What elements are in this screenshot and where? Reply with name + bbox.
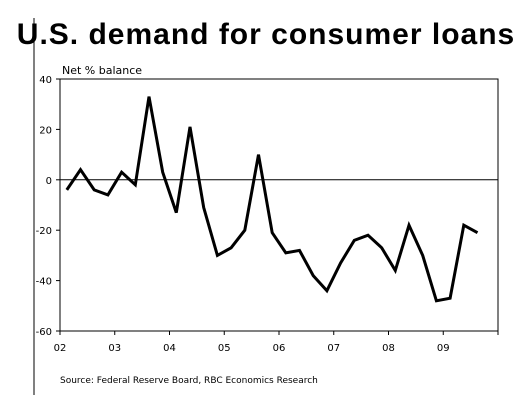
- y-tick-label: -60: [36, 327, 52, 338]
- series-line: [65, 96, 479, 303]
- y-axis-label: Net % balance: [62, 64, 143, 77]
- x-tick-label: 08: [382, 343, 395, 354]
- chart-title: U.S. demand for consumer loans: [16, 18, 516, 51]
- x-tick-label: 05: [218, 343, 231, 354]
- x-tick-label: 04: [163, 343, 176, 354]
- y-tick-label: -20: [36, 226, 52, 237]
- x-tick-label: 09: [437, 343, 450, 354]
- y-tick-label: 40: [39, 75, 52, 86]
- x-tick-label: 02: [54, 343, 67, 354]
- x-tick-label: 07: [327, 343, 340, 354]
- source-note: Source: Federal Reserve Board, RBC Econo…: [60, 376, 318, 386]
- x-tick-label: 06: [273, 343, 286, 354]
- x-tick-label: 03: [108, 343, 121, 354]
- y-tick-label: 20: [39, 125, 52, 136]
- y-tick-label: -40: [36, 277, 52, 288]
- y-tick-label: 0: [46, 176, 52, 187]
- plot-frame: [59, 78, 499, 332]
